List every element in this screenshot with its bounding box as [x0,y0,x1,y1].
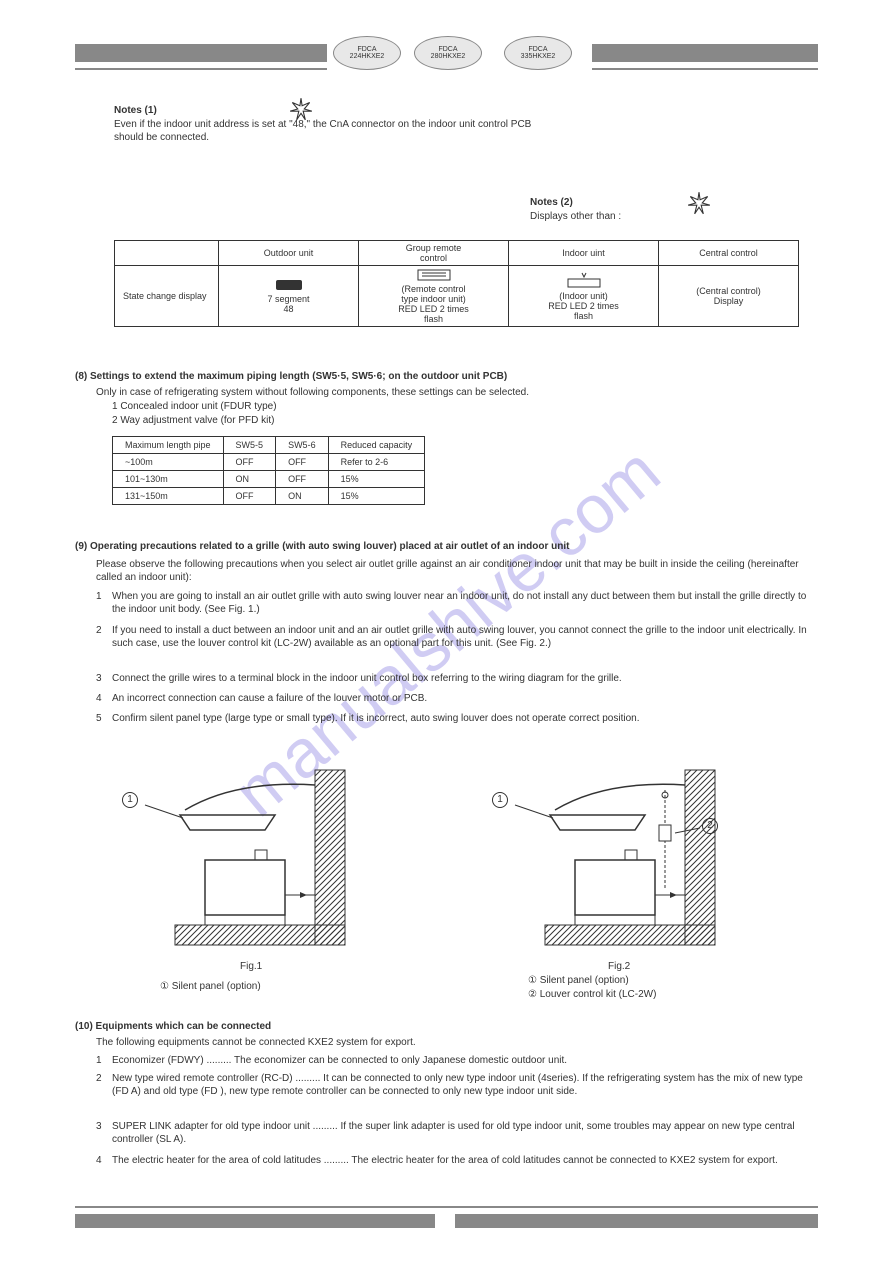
section8-title: (8) Settings to extend the maximum pipin… [75,370,507,383]
notes1-body: Even if the indoor unit address is set a… [114,118,534,144]
indoor-unit-icon [566,271,602,289]
item2-text: If you need to install a duct between an… [112,624,816,650]
cell-remote: (Remote controltype indoor unit)RED LED … [367,284,500,324]
eq-item1-label: 1 [96,1054,102,1067]
eq-item4-label: 4 [96,1154,102,1167]
cell-48: 7 segment48 [227,294,350,314]
section8-intro: Only in case of refrigerating system wit… [96,386,529,399]
r2-sw56: OFF [276,471,329,488]
item4-label: 4 [96,692,102,705]
item1-text: When you are going to install an air out… [112,590,816,616]
cell-indoor: (Indoor unit)RED LED 2 timesflash [517,291,650,321]
fig2-caption: Fig.2 [608,960,630,973]
figure-1 [115,760,375,960]
circle-1-fig2: 1 [492,792,508,808]
r2-sw55: ON [223,471,276,488]
r1-cap: Refer to 2-6 [328,454,425,471]
figure-2 [485,760,745,960]
col-central: Central control [659,241,799,266]
r3-sw55: OFF [223,488,276,505]
section9-intro: Please observe the following precautions… [96,558,816,584]
fig1-caption: Fig.1 [240,960,262,973]
item5-label: 5 [96,712,102,725]
model-label-1: FDCA224HKXE2 [333,46,401,60]
th-capacity: Reduced capacity [328,437,425,454]
eq-item2-text: New type wired remote controller (RC-D) … [112,1072,816,1098]
item3-text: Connect the grille wires to a terminal b… [112,672,816,685]
eq-item1-text: Economizer (FDWY) ......... The economiz… [112,1054,816,1067]
r3-sw56: ON [276,488,329,505]
header-line-right [592,68,818,70]
fig-label1b: ① Silent panel (option) [528,974,629,987]
r2-cap: 15% [328,471,425,488]
footer-bar-left [75,1214,435,1228]
section9-title: (9) Operating precautions related to a g… [75,540,775,553]
th-length: Maximum length pipe [113,437,224,454]
seven-segment-icon [274,278,304,292]
item4-text: An incorrect connection can cause a fail… [112,692,816,705]
remote-icon [416,268,452,282]
col-outdoor: Outdoor unit [219,241,359,266]
r1-sw55: OFF [223,454,276,471]
item5-text: Confirm silent panel type (large type or… [112,712,816,725]
section8-item2: 2 Way adjustment valve (for PFD kit) [112,414,274,427]
item2-label: 2 [96,624,102,637]
eq-item2-label: 2 [96,1072,102,1085]
item3-label: 3 [96,672,102,685]
eq-item4-text: The electric heater for the area of cold… [112,1154,816,1167]
circle-2-fig2: 2 [702,818,718,834]
r2-len: 101~130m [113,471,224,488]
fig-label1: ① Silent panel (option) [160,980,261,993]
star-icon [686,190,712,216]
model-label-3: FDCA335HKXE2 [504,46,572,60]
r1-sw56: OFF [276,454,329,471]
notes2-body: Displays other than : [530,210,621,223]
r1-len: ~100m [113,454,224,471]
model-label-2: FDCA280HKXE2 [414,46,482,60]
switch-table: Maximum length pipe SW5-5 SW5-6 Reduced … [112,436,425,505]
section10-title: (10) Equipments which can be connected [75,1020,271,1033]
device-table: Outdoor unit Group remotecontrol Indoor … [114,240,799,327]
col-group: Group remotecontrol [359,241,509,266]
cell-central: (Central control)Display [659,266,799,327]
eq-item3-label: 3 [96,1120,102,1133]
fig-label2: ② Louver control kit (LC-2W) [528,988,656,1001]
header-bar-right [592,44,818,62]
r3-len: 131~150m [113,488,224,505]
footer-bar-right [455,1214,818,1228]
eq-item3-text: SUPER LINK adapter for old type indoor u… [112,1120,816,1146]
section10-intro: The following equipments cannot be conne… [96,1036,416,1049]
notes1-title: Notes (1) [114,104,157,117]
row-label: State change display [115,266,219,327]
footer-line [75,1206,818,1208]
item1-label: 1 [96,590,102,603]
header-bar-left [75,44,327,62]
section8-item1: 1 Concealed indoor unit (FDUR type) [112,400,277,413]
notes2-title: Notes (2) [530,196,573,209]
col-indoor: Indoor uint [509,241,659,266]
header-line-left [75,68,327,70]
r3-cap: 15% [328,488,425,505]
circle-1-fig1: 1 [122,792,138,808]
